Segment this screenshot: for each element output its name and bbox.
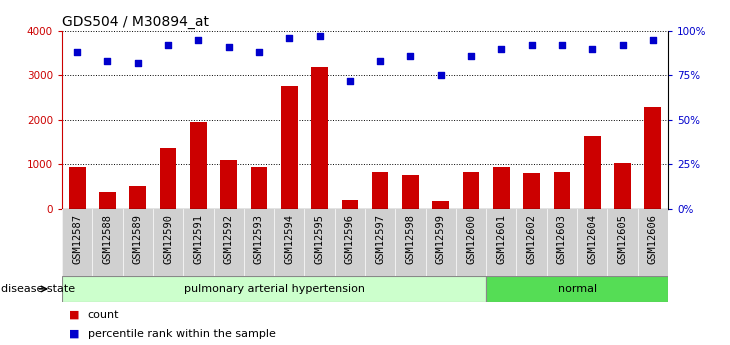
Bar	[99, 192, 116, 209]
Bar	[69, 167, 85, 209]
Text: GSM12602: GSM12602	[526, 214, 537, 264]
Bar	[584, 136, 601, 209]
Text: GSM12587: GSM12587	[72, 214, 82, 264]
Text: GSM12595: GSM12595	[315, 214, 325, 264]
Text: GSM12592: GSM12592	[223, 214, 234, 264]
Point	[72, 50, 83, 55]
Point	[465, 53, 477, 59]
Bar	[372, 172, 388, 209]
Text: GSM12601: GSM12601	[496, 214, 507, 264]
Text: ■: ■	[69, 310, 80, 320]
Bar	[342, 200, 358, 209]
Text: percentile rank within the sample: percentile rank within the sample	[88, 329, 275, 339]
Bar	[645, 107, 661, 209]
Bar	[62, 276, 486, 302]
Text: GSM12598: GSM12598	[405, 214, 415, 264]
Text: GSM12589: GSM12589	[133, 214, 143, 264]
Text: GSM12603: GSM12603	[557, 214, 567, 264]
Text: GSM12588: GSM12588	[102, 214, 112, 264]
Bar	[160, 148, 177, 209]
Bar	[129, 186, 146, 209]
Text: pulmonary arterial hypertension: pulmonary arterial hypertension	[184, 284, 364, 294]
Text: GSM12597: GSM12597	[375, 214, 385, 264]
Text: count: count	[88, 310, 119, 320]
Bar	[190, 122, 207, 209]
Text: GSM12591: GSM12591	[193, 214, 204, 264]
Point	[526, 42, 537, 48]
Point	[496, 46, 507, 51]
Text: GSM12593: GSM12593	[254, 214, 264, 264]
Bar	[553, 172, 570, 209]
Bar	[614, 164, 631, 209]
Bar	[523, 173, 540, 209]
Text: GSM12606: GSM12606	[648, 214, 658, 264]
Point	[314, 33, 326, 39]
Text: normal: normal	[558, 284, 596, 294]
Text: GSM12599: GSM12599	[436, 214, 446, 264]
Text: GSM12594: GSM12594	[284, 214, 294, 264]
Text: GSM12590: GSM12590	[163, 214, 173, 264]
Point	[253, 50, 265, 55]
Bar	[486, 276, 668, 302]
Bar	[402, 175, 419, 209]
Text: GSM12600: GSM12600	[466, 214, 476, 264]
Bar	[220, 160, 237, 209]
Bar	[250, 167, 267, 209]
Text: ■: ■	[69, 329, 80, 339]
Bar	[311, 67, 328, 209]
Bar	[493, 167, 510, 209]
Text: GSM12605: GSM12605	[618, 214, 628, 264]
Bar	[432, 201, 449, 209]
Point	[374, 59, 386, 64]
Point	[344, 78, 356, 83]
Text: disease state: disease state	[1, 284, 75, 294]
Bar	[463, 172, 480, 209]
Bar	[281, 86, 298, 209]
Point	[435, 73, 447, 78]
Text: GSM12604: GSM12604	[587, 214, 597, 264]
Point	[404, 53, 416, 59]
Point	[617, 42, 629, 48]
Point	[132, 60, 144, 66]
Point	[162, 42, 174, 48]
Point	[556, 42, 568, 48]
Point	[101, 59, 113, 64]
Point	[223, 44, 234, 50]
Point	[283, 36, 295, 41]
Text: GDS504 / M30894_at: GDS504 / M30894_at	[62, 14, 209, 29]
Point	[193, 37, 204, 43]
Point	[586, 46, 598, 51]
Text: GSM12596: GSM12596	[345, 214, 355, 264]
Point	[647, 37, 658, 43]
